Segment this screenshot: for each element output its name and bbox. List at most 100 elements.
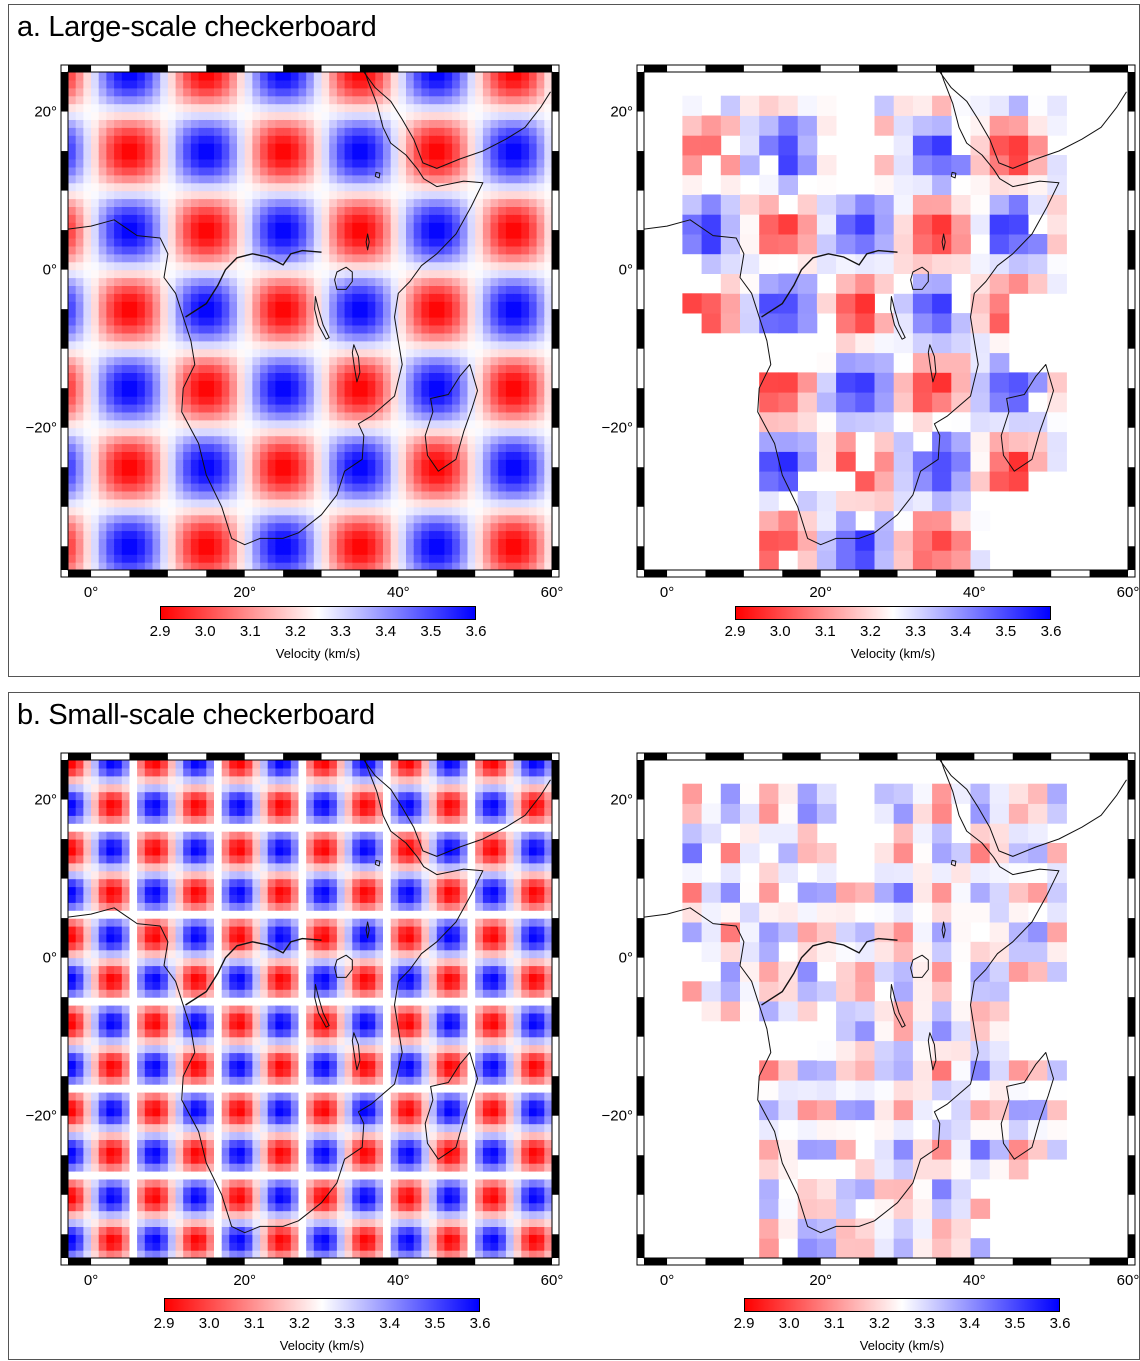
river-line: [185, 937, 322, 1006]
map-input-small: 0° 20° 40° 60° 20° 0° −20°: [26, 752, 564, 1289]
y-tick-label: −20°: [26, 420, 57, 437]
panel-title: b. Small-scale checkerboard: [17, 699, 375, 731]
lake-outline: [374, 171, 381, 179]
colorbar-tick-label: 3.4: [375, 623, 397, 640]
x-tick-label: 60°: [1117, 584, 1140, 601]
colorbar-tick-label: 2.9: [733, 1315, 755, 1332]
madagascar-coastline: [1000, 1052, 1054, 1160]
colorbar-tick-label: 3.4: [959, 1315, 981, 1332]
x-tick-label: 60°: [1117, 1272, 1140, 1289]
lake-outline: [890, 296, 906, 340]
colorbar-tick-label: 3.6: [469, 1315, 491, 1332]
x-tick-label: 40°: [963, 1272, 986, 1289]
colorbar-tick-label: 3.2: [288, 1315, 310, 1332]
colorbar-tick-label: 3.3: [905, 623, 926, 640]
colorbar: 2.9 3.0 3.1 3.2 3.3 3.4 3.5 3.6 Velocity (km/s): [150, 606, 486, 666]
x-tick-label: 40°: [387, 1272, 410, 1289]
lake-outline: [941, 921, 946, 939]
river-line: [761, 937, 898, 1006]
x-tick-label: 0°: [660, 584, 674, 601]
colorbar-tick-label: 3.2: [868, 1315, 890, 1332]
africa-coastline: [68, 72, 484, 546]
colorbar-tick-label: 3.1: [823, 1315, 845, 1332]
y-tick-label: −20°: [26, 1108, 57, 1125]
madagascar-coastline: [424, 1052, 478, 1160]
y-tick-label: 20°: [34, 792, 57, 809]
y-tick-label: 0°: [43, 262, 57, 279]
x-tick-label: 20°: [233, 1272, 256, 1289]
colorbar-label: Velocity (km/s): [859, 1338, 945, 1353]
colorbar-tick-label: 3.5: [420, 623, 442, 640]
x-tick-label: 60°: [541, 1272, 564, 1289]
lake-outline: [950, 859, 957, 867]
lake-outline: [910, 266, 929, 290]
arabia-coastline: [939, 72, 1127, 169]
colorbar-tick-label: 3.5: [995, 623, 1017, 640]
y-tick-label: 0°: [619, 262, 633, 279]
colorbar-tick-label: 3.4: [379, 1315, 401, 1332]
map-recovered-large: 0° 20° 40° 60° 20° 0° −20°: [602, 64, 1140, 601]
x-tick-label: 40°: [963, 584, 986, 601]
lake-outline: [351, 1032, 361, 1071]
colorbar-tick-label: 3.3: [334, 1315, 355, 1332]
colorbar-tick-label: 3.6: [1049, 1315, 1071, 1332]
colorbar-gradient: [164, 1298, 480, 1312]
colorbar-tick-label: 3.5: [424, 1315, 446, 1332]
colorbar-tick-label: 3.1: [239, 623, 261, 640]
arabia-coastline: [363, 760, 551, 857]
africa-coastline: [644, 72, 1060, 546]
colorbar-tick-label: 3.0: [198, 1315, 220, 1332]
x-tick-label: 0°: [84, 584, 98, 601]
colorbar-tick-label: 3.2: [859, 623, 881, 640]
colorbar-tick-label: 3.6: [1040, 623, 1062, 640]
africa-coastline: [644, 760, 1060, 1234]
lake-outline: [890, 984, 906, 1028]
y-tick-label: 20°: [610, 792, 633, 809]
river-line: [761, 249, 898, 318]
lake-outline: [927, 344, 937, 383]
colorbar-label: Velocity (km/s): [279, 1338, 365, 1353]
lake-outline: [365, 233, 370, 251]
colorbar-tick-label: 2.9: [153, 1315, 175, 1332]
y-tick-label: 0°: [43, 950, 57, 967]
colorbar-tick-label: 3.4: [950, 623, 972, 640]
colorbar: 2.9 3.0 3.1 3.2 3.3 3.4 3.5 3.6 Velocity (km/s): [734, 1298, 1070, 1358]
x-tick-label: 20°: [233, 584, 256, 601]
y-tick-label: −20°: [602, 420, 633, 437]
colorbar-gradient: [735, 606, 1051, 620]
panel-title: a. Large-scale checkerboard: [17, 11, 377, 43]
africa-coastline: [68, 760, 484, 1234]
colorbar-gradient: [744, 1298, 1060, 1312]
lake-outline: [950, 171, 957, 179]
lake-outline: [314, 296, 330, 340]
lake-outline: [910, 954, 929, 978]
colorbar-tick-label: 3.0: [194, 623, 216, 640]
colorbar-tick-label: 3.3: [330, 623, 351, 640]
colorbar-label: Velocity (km/s): [850, 646, 936, 661]
colorbar-tick-label: 3.0: [778, 1315, 800, 1332]
x-tick-label: 0°: [660, 1272, 674, 1289]
madagascar-coastline: [1000, 364, 1054, 472]
map-recovered-small: 0° 20° 40° 60° 20° 0° −20°: [602, 752, 1140, 1289]
colorbar-tick-label: 3.1: [243, 1315, 265, 1332]
x-tick-label: 20°: [809, 584, 832, 601]
colorbar-tick-label: 2.9: [149, 623, 171, 640]
x-tick-label: 20°: [809, 1272, 832, 1289]
colorbar-gradient: [160, 606, 476, 620]
lake-outline: [314, 984, 330, 1028]
lake-outline: [941, 233, 946, 251]
x-tick-label: 60°: [541, 584, 564, 601]
lake-outline: [927, 1032, 937, 1071]
map-input-large: 0° 20° 40° 60° 20° 0° −20°: [26, 64, 564, 601]
y-tick-label: −20°: [602, 1108, 633, 1125]
colorbar-label: Velocity (km/s): [275, 646, 361, 661]
y-tick-label: 20°: [34, 104, 57, 121]
lake-outline: [334, 954, 353, 978]
y-tick-label: 0°: [619, 950, 633, 967]
x-tick-label: 40°: [387, 584, 410, 601]
y-tick-label: 20°: [610, 104, 633, 121]
colorbar-tick-label: 3.1: [814, 623, 836, 640]
arabia-coastline: [363, 72, 551, 169]
colorbar-tick-label: 3.0: [769, 623, 791, 640]
x-tick-label: 0°: [84, 1272, 98, 1289]
